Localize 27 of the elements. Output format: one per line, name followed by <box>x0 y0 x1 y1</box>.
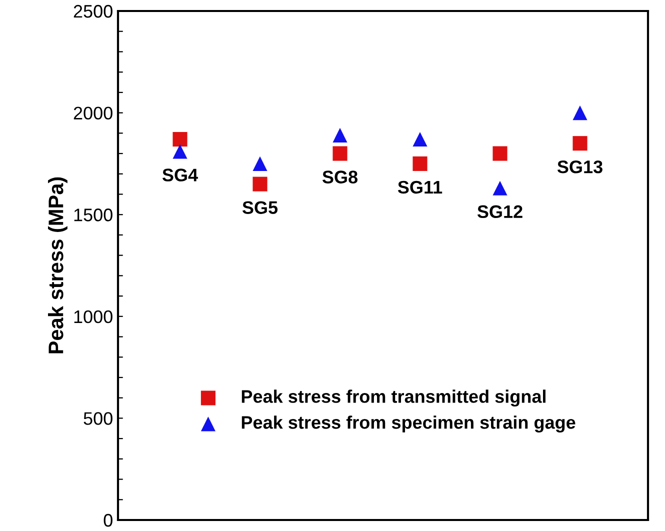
y-tick-label: 1000 <box>74 310 112 324</box>
y-tick-label: 500 <box>84 412 112 425</box>
point <box>412 132 428 147</box>
point <box>332 128 348 142</box>
annotation: SG13 <box>557 160 602 174</box>
legend-label: Peak stress from specimen strain gage <box>242 416 576 432</box>
point <box>492 146 508 161</box>
point <box>252 176 268 192</box>
annotation: SG12 <box>477 205 522 218</box>
point <box>572 106 588 120</box>
annotation: SG4 <box>162 168 198 182</box>
annotation: SG11 <box>398 180 442 194</box>
point <box>572 136 588 151</box>
point <box>252 156 268 171</box>
y-tick-label: 2000 <box>74 106 112 120</box>
point <box>172 132 188 147</box>
point <box>412 156 428 171</box>
y-tick-label: 0 <box>104 514 112 527</box>
point <box>172 144 188 159</box>
y-tick-label: 1500 <box>74 208 112 222</box>
annotation: SG5 <box>242 201 278 214</box>
point <box>492 180 508 196</box>
annotation: SG8 <box>322 170 358 184</box>
y-axis-title: Peak stress (MPa) <box>48 177 68 354</box>
legend-label: Peak stress from transmitted signal <box>242 390 546 407</box>
point <box>332 146 348 161</box>
y-tick-label: 2500 <box>74 4 112 18</box>
